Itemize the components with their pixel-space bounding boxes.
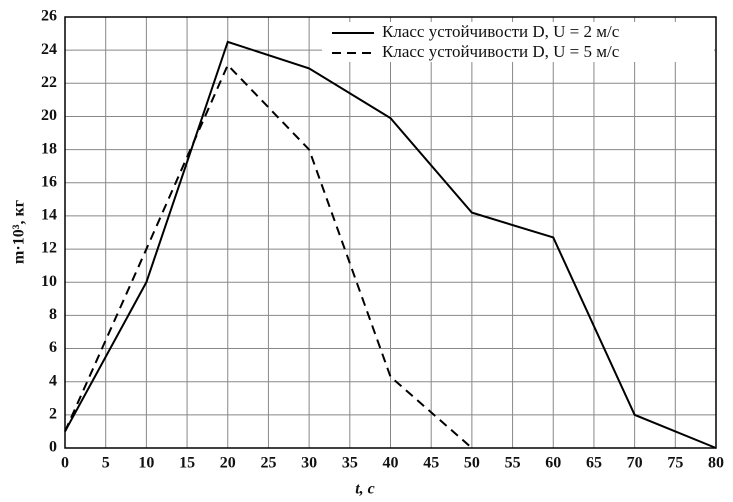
legend-label: Класс устойчивости D, U = 2 м/с bbox=[382, 22, 620, 41]
x-tick-label: 80 bbox=[708, 455, 724, 472]
plot-frame bbox=[64, 16, 717, 449]
y-tick-label: 12 bbox=[41, 240, 57, 257]
y-tick-label: 2 bbox=[49, 406, 57, 423]
y-tick-label: 22 bbox=[41, 74, 57, 91]
y-tick-label: 20 bbox=[41, 107, 57, 124]
y-tick-label: 16 bbox=[41, 173, 57, 190]
y-tick-label: 10 bbox=[41, 273, 57, 290]
y-tick-label: 6 bbox=[49, 339, 57, 356]
x-tick-label: 10 bbox=[138, 455, 154, 472]
x-tick-label: 70 bbox=[627, 455, 643, 472]
x-tick-label: 60 bbox=[545, 455, 561, 472]
x-tick-label: 45 bbox=[423, 455, 439, 472]
x-tick-label: 55 bbox=[505, 455, 521, 472]
y-tick-label: 18 bbox=[41, 140, 57, 157]
y-tick-label: 0 bbox=[49, 439, 57, 456]
x-axis-label: t, с bbox=[355, 481, 375, 498]
x-tick-label: 15 bbox=[179, 455, 195, 472]
x-tick-label: 50 bbox=[464, 455, 480, 472]
series-line bbox=[64, 40, 717, 449]
legend-box bbox=[322, 22, 714, 62]
y-tick-label: 26 bbox=[41, 8, 57, 25]
x-tick-label: 20 bbox=[220, 455, 236, 472]
x-tick-label: 40 bbox=[383, 455, 399, 472]
y-tick-label: 24 bbox=[41, 41, 57, 58]
y-axis-label: m·10³, кг bbox=[11, 200, 28, 264]
x-tick-label: 5 bbox=[102, 455, 110, 472]
y-tick-label: 14 bbox=[41, 207, 57, 224]
x-tick-label: 30 bbox=[301, 455, 317, 472]
y-tick-label: 8 bbox=[49, 306, 57, 323]
legend-label: Класс устойчивости D, U = 5 м/с bbox=[382, 42, 620, 61]
series-line bbox=[64, 63, 473, 449]
x-tick-label: 25 bbox=[260, 455, 276, 472]
x-tick-label: 35 bbox=[342, 455, 358, 472]
y-tick-label: 4 bbox=[49, 372, 57, 389]
x-tick-label: 0 bbox=[61, 455, 69, 472]
x-tick-label: 65 bbox=[586, 455, 602, 472]
x-tick-label: 75 bbox=[667, 455, 683, 472]
